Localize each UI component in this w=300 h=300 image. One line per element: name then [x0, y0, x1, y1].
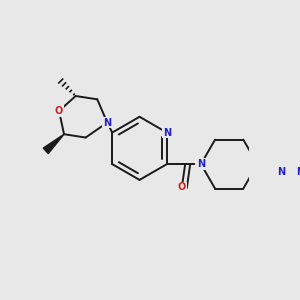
Text: N: N — [296, 167, 300, 177]
Text: N: N — [277, 167, 285, 177]
Text: O: O — [178, 182, 186, 192]
Text: O: O — [55, 106, 63, 116]
Text: N: N — [163, 128, 171, 138]
Text: N: N — [103, 118, 111, 128]
Polygon shape — [43, 134, 64, 154]
Text: N: N — [197, 159, 205, 169]
Text: N: N — [196, 159, 204, 169]
